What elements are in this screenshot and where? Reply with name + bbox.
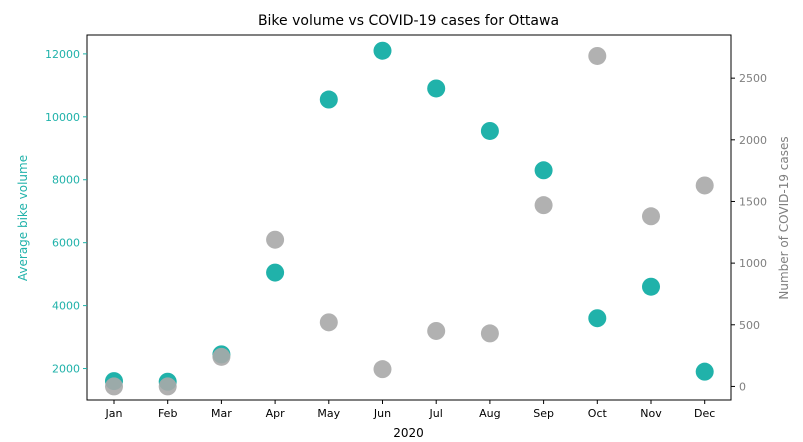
x-axis-title: 2020: [393, 426, 424, 440]
bike-volume-point: [480, 121, 499, 140]
chart-title: Bike volume vs COVID-19 cases for Ottawa: [258, 13, 559, 29]
covid-cases-point: [212, 347, 231, 366]
left-y-tick-label: 4000: [52, 300, 80, 313]
covid-cases-point: [373, 360, 392, 379]
plot-frame: [86, 34, 732, 401]
right-y-tick-label: 500: [739, 319, 760, 332]
covid-cases-point: [695, 176, 714, 195]
right-y-tick-label: 1500: [739, 195, 767, 208]
x-tick-label: Sep: [533, 407, 554, 420]
left-y-tick-label: 12000: [45, 48, 80, 61]
covid-cases-point: [427, 321, 446, 340]
bike-volume-point: [266, 263, 285, 282]
left-y-axis-title: Average bike volume: [16, 155, 30, 281]
bike-volume-point: [695, 362, 714, 381]
x-tick-label: Apr: [266, 407, 286, 420]
bike-volume-point: [319, 90, 338, 109]
covid-cases-point: [480, 324, 499, 343]
right-y-tick-label: 0: [739, 380, 746, 393]
covid-cases-point: [642, 207, 660, 226]
x-tick-label: Nov: [640, 407, 662, 420]
x-tick-label: May: [317, 407, 340, 420]
bike-volume-point: [427, 79, 446, 98]
x-tick-label: Jan: [105, 407, 123, 420]
right-y-tick-label: 2500: [739, 72, 767, 85]
x-tick-label: Jul: [429, 407, 443, 420]
covid-cases-point: [319, 313, 338, 332]
plot-area: Jan Feb Mar Apr May Jun Jul Aug Sep Oct Nov Dec 2000…: [45, 34, 767, 420]
right-y-tick-label: 2000: [739, 134, 767, 147]
x-tick-label: Jun: [373, 407, 391, 420]
left-y-tick-label: 10000: [45, 111, 80, 124]
covid-cases-point: [158, 377, 177, 396]
covid-cases-point: [105, 377, 123, 396]
right-y-tick-label: 1000: [739, 257, 767, 270]
left-y-tick-label: 2000: [52, 363, 80, 376]
right-y-axis-title: Number of COVID-19 cases: [777, 136, 791, 299]
covid-cases-point: [588, 46, 607, 65]
x-tick-label: Oct: [588, 407, 608, 420]
bike-volume-point: [642, 277, 660, 296]
bike-volume-point: [588, 309, 607, 328]
x-tick-label: Aug: [479, 407, 500, 420]
left-y-tick-label: 6000: [52, 237, 80, 250]
bike-volume-point: [534, 161, 553, 180]
covid-cases-point: [266, 230, 285, 249]
bike-volume-point: [373, 41, 392, 60]
x-tick-label: Dec: [694, 407, 715, 420]
left-y-tick-label: 8000: [52, 174, 80, 187]
covid-cases-point: [534, 196, 553, 215]
x-tick-label: Feb: [158, 407, 177, 420]
x-tick-label: Mar: [211, 407, 232, 420]
